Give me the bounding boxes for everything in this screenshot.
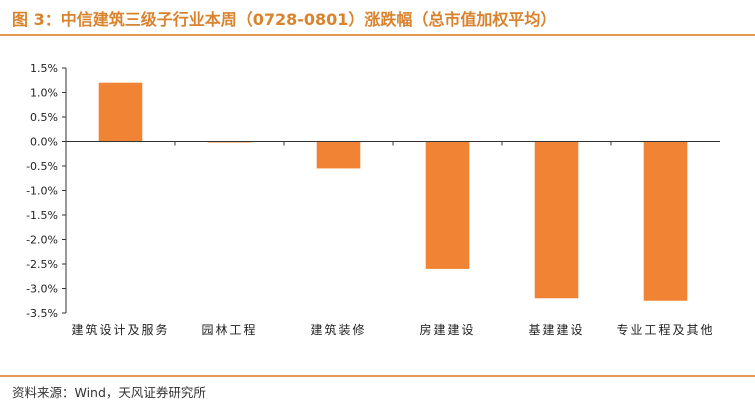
x-tick-label: 房建建设 — [419, 322, 475, 337]
y-tick-label: -1.5% — [26, 209, 58, 222]
y-tick-label: 0.0% — [30, 136, 58, 149]
y-tick-label: -3.5% — [26, 307, 58, 320]
source-note: 资料来源：Wind，天风证券研究所 — [12, 385, 206, 400]
title-divider — [0, 34, 755, 36]
bar — [425, 141, 470, 269]
chart-title: 图 3：中信建筑三级子行业本周（0728-0801）涨跌幅（总市值加权平均） — [12, 10, 557, 29]
bar — [316, 141, 361, 169]
x-tick-label: 建筑设计及服务 — [71, 322, 169, 337]
x-tick-label: 专业工程及其他 — [616, 322, 714, 337]
y-tick-label: -1.0% — [26, 185, 58, 198]
y-tick-label: -0.5% — [26, 160, 58, 173]
y-axis-ticks: 1.5% 1.0% 0.5% 0.0% -0.5% -1.0% -1.5% -2.0% -2.5… — [26, 62, 66, 320]
x-tick-label: 园林工程 — [201, 322, 257, 337]
y-tick-label: -2.5% — [26, 258, 58, 271]
x-tick-label: 建筑装修 — [310, 322, 366, 337]
bar — [98, 82, 143, 142]
bars — [98, 82, 688, 301]
x-axis-labels: 建筑设计及服务 园林工程 建筑装修 房建建设 基建建设 专业工程及其他 — [71, 322, 714, 337]
footer-divider — [0, 375, 755, 377]
y-tick-label: 1.5% — [30, 62, 58, 75]
y-tick-label: -3.0% — [26, 283, 58, 296]
y-tick-label: -2.0% — [26, 234, 58, 247]
y-tick-label: 1.0% — [30, 87, 58, 100]
y-tick-label: 0.5% — [30, 111, 58, 124]
bar — [643, 141, 688, 301]
x-tick-label: 基建建设 — [528, 323, 584, 337]
bar — [534, 141, 579, 299]
